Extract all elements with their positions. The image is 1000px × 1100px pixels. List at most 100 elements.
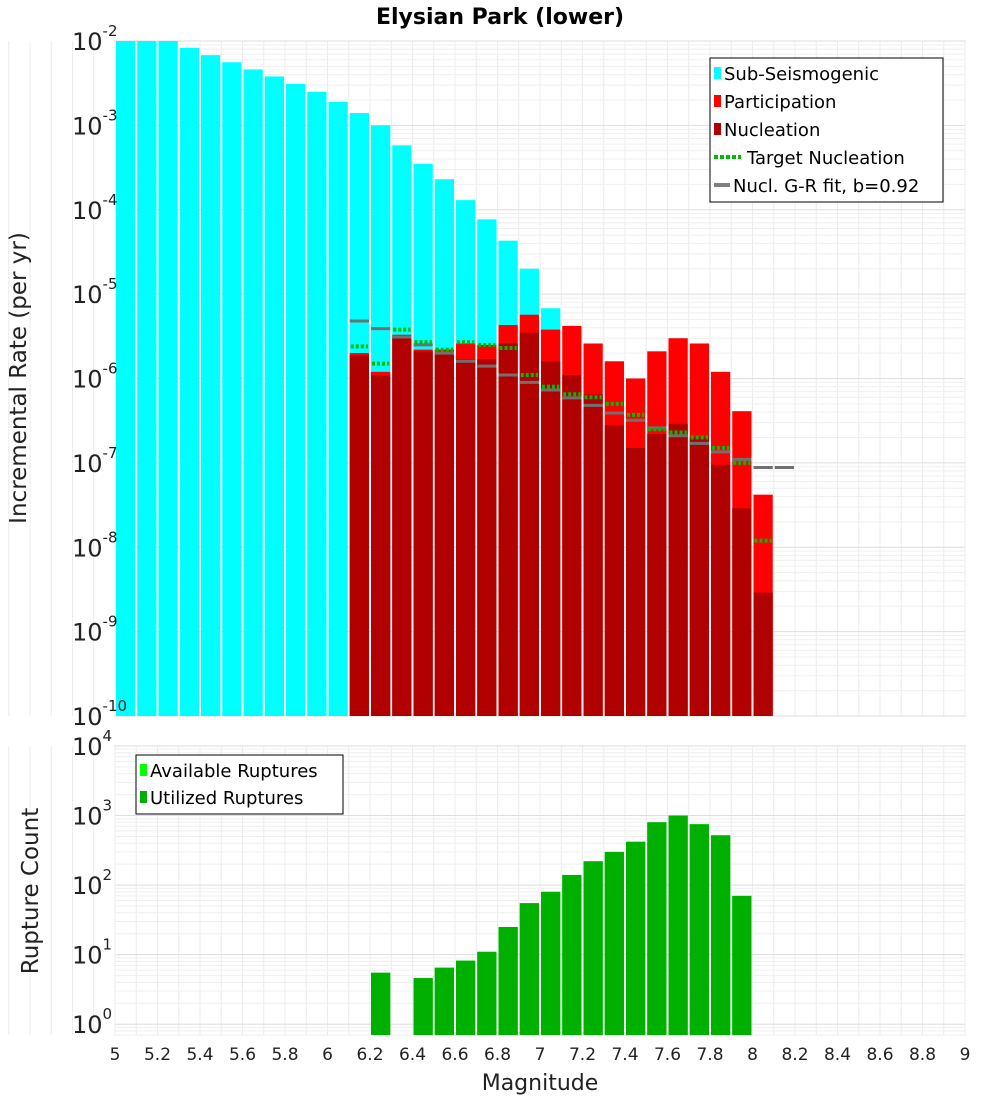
x-tick-label: 6 — [322, 1045, 333, 1065]
utilized-ruptures-bar — [626, 841, 646, 1035]
x-axis-label: Magnitude — [482, 1071, 599, 1096]
x-tick-label: 6.2 — [356, 1045, 383, 1065]
nucleation-bar — [626, 448, 646, 716]
legend-label-available-ruptures: Available Ruptures — [150, 761, 318, 782]
legend-label-target-nucleation: Target Nucleation — [746, 148, 905, 169]
sub-seismogenic-bar — [179, 47, 199, 717]
nucleation-bar — [392, 338, 412, 716]
utilized-ruptures-bar — [562, 874, 582, 1035]
x-tick-label: 8 — [747, 1045, 758, 1065]
legend-swatch-utilized-ruptures — [140, 791, 147, 803]
sub-seismogenic-bar — [286, 83, 306, 716]
utilized-ruptures-bar — [604, 851, 624, 1035]
sub-seismogenic-bar — [264, 76, 284, 717]
x-tick-label: 7.4 — [611, 1045, 638, 1065]
nucleation-bar — [732, 508, 752, 716]
legend-swatch-nucleation — [714, 123, 721, 135]
sub-seismogenic-bar — [158, 41, 178, 716]
bottom-y-tick-label: 104 — [72, 727, 112, 761]
x-tick-label: 6.6 — [441, 1045, 468, 1065]
x-tick-label: 7 — [535, 1045, 546, 1065]
nucleation-bar — [434, 353, 454, 716]
bottom-y-axis-label: Rupture Count — [18, 808, 44, 974]
sub-seismogenic-bar — [222, 62, 242, 716]
nucleation-bar — [689, 437, 709, 716]
top-bars — [116, 41, 794, 717]
chart-title: Elysian Park (lower) — [376, 5, 624, 30]
top-y-tick-label: 10-2 — [72, 22, 118, 56]
x-tick-label: 5.8 — [271, 1045, 298, 1065]
utilized-ruptures-bar — [732, 895, 752, 1035]
sub-seismogenic-bar — [137, 41, 157, 716]
bottom-y-tick-label: 101 — [72, 936, 112, 970]
bottom-y-ticks: 104 103 102 101 100 — [72, 727, 112, 1039]
utilized-ruptures-bar — [413, 978, 433, 1035]
x-tick-label: 7.2 — [569, 1045, 596, 1065]
bottom-y-tick-label: 103 — [72, 797, 112, 831]
nucleation-bar — [753, 592, 773, 716]
nucleation-bar — [711, 464, 731, 716]
nucleation-bar — [647, 433, 667, 716]
top-y-tick-label: 10-9 — [72, 613, 118, 647]
sub-seismogenic-bar — [201, 55, 221, 716]
top-y-tick-label: 10-7 — [72, 444, 118, 478]
x-tick-labels: 5 5.2 5.4 5.6 5.8 6 6.2 6.4 6.6 6.8 7 7.2 7.4 7.6 7.8 8… — [110, 1045, 971, 1065]
sub-seismogenic-bar — [328, 101, 348, 716]
sub-seismogenic-bar — [243, 69, 263, 716]
x-tick-label: 5 — [110, 1045, 121, 1065]
top-y-tick-label: 10-10 — [72, 697, 127, 731]
nucleation-bar — [604, 425, 624, 716]
x-tick-label: 5.4 — [186, 1045, 213, 1065]
utilized-ruptures-bar — [519, 903, 539, 1035]
utilized-ruptures-bar — [456, 960, 476, 1035]
top-legend-box — [709, 57, 944, 203]
bottom-y-tick-label: 102 — [72, 866, 112, 900]
legend-swatch-participation — [714, 95, 721, 107]
bottom-legend-box — [135, 754, 344, 815]
x-tick-label: 8.2 — [781, 1045, 808, 1065]
x-tick-label: 6.4 — [399, 1045, 426, 1065]
x-tick-label: 7.8 — [696, 1045, 723, 1065]
nucleation-bar — [562, 375, 582, 716]
nucleation-bar — [477, 359, 497, 716]
utilized-ruptures-bar — [541, 891, 561, 1035]
x-tick-label: 9 — [960, 1045, 971, 1065]
utilized-ruptures-bar — [371, 972, 391, 1035]
x-tick-label: 8.8 — [909, 1045, 936, 1065]
utilized-ruptures-bar — [647, 822, 667, 1035]
utilized-ruptures-bar — [477, 951, 497, 1035]
bottom-bars — [371, 815, 752, 1035]
x-tick-label: 5.6 — [229, 1045, 256, 1065]
legend-label-participation: Participation — [724, 92, 836, 113]
top-y-tick-label: 10-6 — [72, 360, 118, 394]
top-y-tick-label: 10-4 — [72, 191, 118, 225]
top-legend: Sub-Seismogenic Participation Nucleation… — [709, 57, 944, 203]
top-y-axis-label: Incremental Rate (per yr) — [6, 232, 32, 524]
nucleation-bar — [413, 351, 433, 716]
utilized-ruptures-bar — [583, 861, 603, 1035]
utilized-ruptures-bar — [434, 967, 454, 1035]
nucleation-bar — [371, 375, 391, 716]
legend-swatch-available-ruptures — [140, 764, 147, 776]
nucleation-bar — [498, 343, 518, 716]
utilized-ruptures-bar — [668, 815, 688, 1035]
top-y-tick-label: 10-3 — [72, 106, 118, 140]
x-tick-label: 8.4 — [824, 1045, 851, 1065]
x-tick-label: 5.2 — [144, 1045, 171, 1065]
utilized-ruptures-bar — [498, 926, 518, 1035]
top-y-tick-label: 10-8 — [72, 528, 118, 562]
x-tick-label: 8.6 — [866, 1045, 893, 1065]
legend-swatch-sub-seismogenic — [714, 67, 721, 79]
top-y-tick-label: 10-5 — [72, 275, 118, 309]
legend-label-gr-fit: Nucl. G-R fit, b=0.92 — [733, 176, 919, 197]
legend-label-sub-seismogenic: Sub-Seismogenic — [724, 64, 879, 85]
utilized-ruptures-bar — [689, 824, 709, 1035]
bottom-legend: Available Ruptures Utilized Ruptures — [135, 754, 344, 815]
legend-label-utilized-ruptures: Utilized Ruptures — [150, 788, 303, 809]
x-tick-label: 7.6 — [654, 1045, 681, 1065]
nucleation-bar — [668, 423, 688, 716]
sub-seismogenic-bar — [307, 91, 327, 716]
nucleation-bar — [583, 394, 603, 716]
nucleation-bar — [519, 332, 539, 716]
